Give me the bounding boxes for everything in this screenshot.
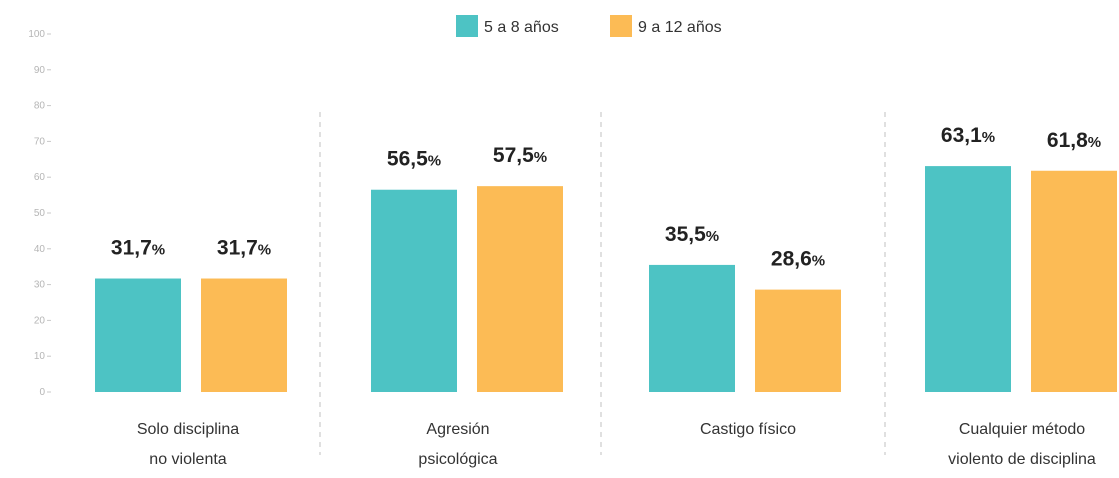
- bar: [95, 278, 181, 392]
- y-tick-label: 20: [34, 315, 46, 326]
- y-tick-label: 10: [34, 351, 46, 362]
- value-label: 28,6%: [771, 248, 825, 271]
- value-labels: 31,7% 56,5% 35,5% 63,1% 31,7% 57,5% 28,6% 61,8%: [111, 124, 1101, 271]
- y-tick-label: 30: [34, 280, 46, 291]
- category-label: no violenta: [149, 451, 226, 468]
- value-label: 61,8%: [1047, 129, 1101, 152]
- legend-swatch: [610, 15, 632, 37]
- category-label: psicológica: [418, 451, 497, 468]
- bar: [201, 278, 287, 392]
- category-label: Solo disciplina: [137, 421, 239, 438]
- y-tick-label: 60: [34, 172, 46, 183]
- value-label: 57,5%: [493, 144, 547, 167]
- bar: [649, 264, 735, 392]
- y-tick-label: 100: [28, 29, 45, 40]
- value-label: 35,5%: [665, 223, 719, 246]
- category-label: Cualquier método: [959, 421, 1085, 438]
- x-axis-labels: Solo disciplina no violenta Agresión psicol…: [137, 421, 1096, 468]
- bar: [925, 166, 1011, 392]
- y-tick-label: 80: [34, 101, 46, 112]
- value-label: 31,7%: [111, 237, 165, 260]
- y-tick-label: 0: [39, 387, 45, 398]
- legend-swatch: [456, 15, 478, 37]
- bar: [371, 189, 457, 392]
- y-tick-label: 40: [34, 244, 46, 255]
- legend-label: 5 a 8 años: [484, 19, 559, 36]
- y-tick-label: 50: [34, 208, 46, 219]
- bar: [755, 289, 841, 392]
- y-tick-label: 70: [34, 136, 46, 147]
- value-label: 56,5%: [387, 148, 441, 171]
- bar: [1031, 170, 1117, 392]
- group-separators: [319, 112, 886, 455]
- legend-label: 9 a 12 años: [638, 19, 722, 36]
- bar: [477, 186, 563, 392]
- y-tick-label: 90: [34, 65, 46, 76]
- category-label: Castigo físico: [700, 421, 796, 438]
- category-label: Agresión: [426, 421, 489, 438]
- value-label: 31,7%: [217, 237, 271, 260]
- legend: 5 a 8 años 9 a 12 años: [456, 15, 722, 37]
- y-axis: 0 10 20 30 40 50 60 70 80 90 100: [28, 29, 51, 398]
- value-label: 63,1%: [941, 124, 995, 147]
- category-label: violento de disciplina: [948, 451, 1096, 468]
- bars: [95, 166, 1117, 392]
